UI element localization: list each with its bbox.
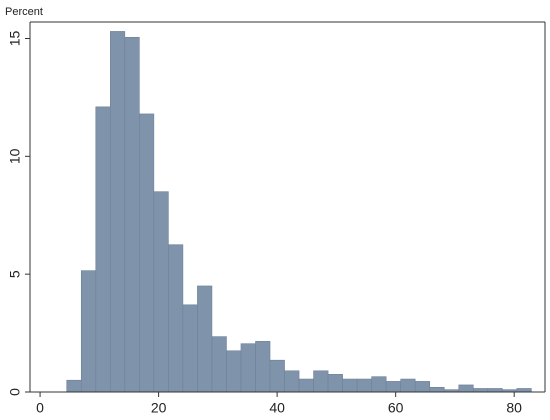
bar: [269, 359, 285, 393]
y-tick-label: 15: [7, 30, 23, 46]
bar: [516, 388, 532, 393]
bar: [124, 37, 140, 393]
bar: [429, 386, 445, 393]
bar: [95, 106, 111, 393]
bar: [313, 370, 329, 393]
bar: [385, 381, 401, 393]
bar: [110, 31, 126, 393]
bar: [66, 379, 82, 393]
bar: [182, 304, 198, 393]
bar: [226, 350, 242, 393]
bar: [211, 336, 227, 393]
x-tick-label: 20: [151, 400, 167, 416]
bar: [284, 370, 300, 393]
bar: [298, 378, 314, 393]
x-tick-label: 60: [388, 400, 404, 416]
x-tick-label: 80: [506, 400, 522, 416]
bar: [400, 378, 416, 393]
x-tick-label: 40: [269, 400, 285, 416]
y-tick-label: 0: [7, 388, 23, 396]
bar: [168, 244, 184, 393]
x-tick-label: 0: [36, 400, 44, 416]
y-tick-label: 10: [7, 148, 23, 164]
y-axis-title: Percent: [5, 6, 43, 18]
bar: [487, 388, 503, 393]
bar: [197, 285, 213, 393]
bar: [371, 376, 387, 393]
bar: [240, 343, 256, 393]
bar: [414, 381, 431, 393]
bar: [80, 270, 97, 393]
bar: [472, 388, 489, 393]
bar: [153, 191, 169, 393]
bar: [342, 378, 358, 393]
bar: [139, 113, 155, 393]
bar: [327, 374, 343, 393]
bar: [255, 341, 271, 393]
y-tick-label: 5: [7, 270, 23, 278]
bar: [356, 378, 372, 393]
bar: [458, 384, 474, 393]
